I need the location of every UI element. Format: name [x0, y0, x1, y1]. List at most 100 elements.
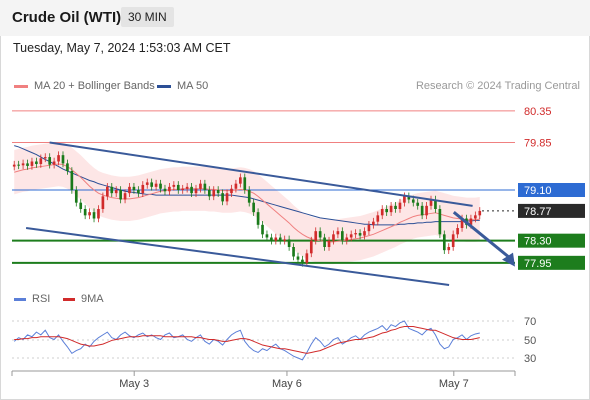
candle-body [207, 190, 211, 197]
candle-body [305, 253, 309, 263]
candle-body [39, 158, 43, 165]
candle-body [478, 210, 482, 216]
candle-body [318, 231, 322, 238]
candle-body [243, 177, 247, 190]
forecast-arrowhead [502, 252, 515, 267]
candle-body [141, 184, 145, 194]
candle-body [460, 218, 464, 228]
candle-body [420, 205, 424, 216]
candle-body [150, 182, 153, 187]
candle-body [354, 233, 357, 235]
candle-body [119, 190, 122, 200]
header-bar: Crude Oil (WTI) 30 MIN [0, 0, 590, 36]
candle-body [385, 209, 388, 213]
level-tag-text-77.95: 77.95 [524, 258, 552, 270]
candle-body [474, 215, 477, 219]
candle-body [442, 234, 446, 251]
candle-body [92, 212, 96, 219]
rsi-label: RSI [32, 293, 51, 305]
candle-body [398, 202, 402, 209]
candle-body [341, 231, 344, 241]
candle-body [57, 155, 60, 162]
trendline-upper [49, 141, 473, 207]
candle-body [21, 163, 25, 166]
candle-body [327, 240, 331, 247]
ma20-label: MA 20 + Bollinger Bands [34, 80, 155, 92]
candle-body [429, 199, 433, 206]
candle-body [123, 193, 127, 200]
candle-body [234, 183, 238, 189]
candle-body [274, 237, 278, 241]
bollinger-band [14, 141, 480, 265]
rsi-ma9-line [14, 326, 480, 354]
candle-body [221, 193, 224, 202]
candle-body [261, 224, 264, 235]
rsi-ma-swatch [63, 297, 75, 301]
x-tick-label: May 7 [439, 378, 469, 390]
credit-text: Research © 2024 Trading Central [415, 80, 580, 92]
level-tag-78.30 [518, 233, 585, 248]
candle-body [230, 188, 233, 194]
rsi-tick-50: 50 [524, 335, 536, 347]
candle-body [389, 205, 393, 213]
candle-body [154, 183, 158, 187]
candle-body [411, 199, 415, 203]
candle-body [256, 212, 260, 225]
candle-body [114, 190, 118, 194]
candle-body [292, 247, 295, 257]
candle-body [176, 184, 180, 190]
candle-body [239, 177, 242, 184]
ma20-line [14, 163, 480, 243]
candle-body [74, 190, 78, 203]
candle-body [425, 205, 428, 216]
candle-body [283, 239, 287, 241]
candle-body [79, 202, 83, 209]
candle-body [12, 164, 16, 167]
candle-body [372, 221, 375, 225]
legend-ma50: MA 50 [157, 80, 208, 92]
candle-body [270, 237, 273, 241]
rsi-tick-30: 30 [524, 353, 536, 365]
timeframe-badge[interactable]: 30 MIN [121, 7, 174, 27]
candle-body [48, 157, 52, 165]
candle-body [301, 259, 304, 263]
candle-body [216, 190, 220, 194]
candle-body [265, 234, 269, 238]
candle-body [172, 184, 176, 187]
level-tag-text-78.30: 78.30 [524, 236, 552, 248]
candle-body [278, 237, 282, 241]
candle-body [456, 228, 459, 235]
level-label-80.35: 80.35 [524, 106, 552, 118]
candle-body [199, 183, 202, 189]
candle-body [376, 215, 380, 222]
level-tag-79.10 [518, 183, 585, 197]
candle-body [97, 209, 100, 219]
candle-body [252, 202, 255, 213]
candle-body [225, 193, 229, 202]
level-tag-77.95 [518, 255, 585, 270]
rsi-line [13, 320, 480, 361]
candle-body [451, 234, 455, 247]
trendline-forecast [452, 211, 513, 261]
candle-body [323, 237, 326, 247]
candle-body [88, 212, 91, 216]
candle-body [137, 190, 140, 194]
ma20-swatch [14, 84, 28, 88]
candle-body [345, 237, 349, 241]
trendline-lower [25, 227, 450, 286]
candle-body [212, 190, 216, 197]
candle-body [35, 161, 38, 165]
candle-body [349, 234, 353, 238]
candle-body [380, 209, 384, 216]
candle-body [363, 231, 366, 236]
candle-body [132, 186, 136, 190]
candle-body [407, 196, 411, 200]
legend-ma20: MA 20 + Bollinger Bands [14, 80, 155, 92]
legend-rsi: RSI [14, 293, 50, 305]
candle-body [314, 231, 318, 241]
candle-body [83, 209, 87, 216]
candle-body [332, 234, 335, 241]
candle-body [61, 155, 65, 164]
candle-body [403, 196, 406, 203]
